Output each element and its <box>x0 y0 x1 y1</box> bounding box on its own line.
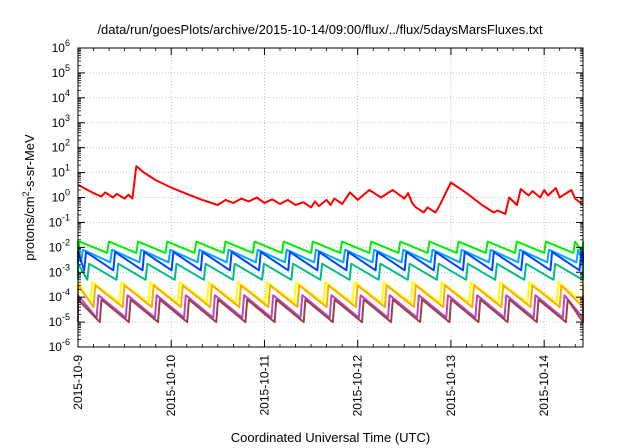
x-tick-label: 2015-10-12 <box>351 355 365 417</box>
y-axis-label-tail: -s-sr-MeV <box>22 134 37 191</box>
x-tick-label: 2015-10-11 <box>257 355 271 416</box>
x-tick-label: 2015-10-10 <box>164 355 178 417</box>
y-axis-label: protons/cm2-s-sr-MeV <box>21 134 37 261</box>
y-axis-label-base: protons/cm <box>22 196 37 260</box>
y-tick-label: 105 <box>52 63 70 80</box>
series-line <box>77 284 584 309</box>
y-tick-label: 10-3 <box>49 262 70 279</box>
y-tick-label: 10-5 <box>49 312 70 329</box>
ticks: 10-6 10-5 10-4 10-3 10-2 10-1 100 101 102 103 104 1… <box>49 38 583 416</box>
y-tick-label: 10-2 <box>49 237 70 254</box>
y-axis-label-sup: 2 <box>21 191 31 196</box>
x-tick-label: 2015-10-9 <box>71 355 85 410</box>
series-group <box>77 165 584 324</box>
y-tick-label: 106 <box>52 38 70 55</box>
series-line <box>77 251 584 272</box>
y-tick-label: 100 <box>52 188 70 205</box>
y-tick-label: 10-1 <box>49 212 70 229</box>
series-line <box>77 298 584 324</box>
series-line <box>77 262 584 281</box>
x-axis-label: Coordinated Universal Time (UTC) <box>230 430 431 445</box>
series-line <box>77 240 584 254</box>
series-line <box>77 248 584 264</box>
series-line <box>77 281 584 304</box>
chart-title: /data/run/goesPlots/archive/2015-10-14/0… <box>97 22 543 37</box>
y-tick-label: 101 <box>52 163 70 180</box>
svg-text:protons/cm2-s-sr-MeV: protons/cm2-s-sr-MeV <box>21 134 37 261</box>
y-tick-label: 104 <box>52 88 70 105</box>
series-line <box>77 165 584 215</box>
y-tick-label: 10-6 <box>49 337 70 354</box>
x-tick-label: 2015-10-13 <box>444 355 458 417</box>
y-tick-label: 102 <box>52 138 70 155</box>
y-tick-label: 103 <box>52 113 70 130</box>
y-tick-label: 10-4 <box>49 287 70 304</box>
series-line <box>77 294 584 319</box>
x-tick-label: 2015-10-14 <box>537 355 551 417</box>
